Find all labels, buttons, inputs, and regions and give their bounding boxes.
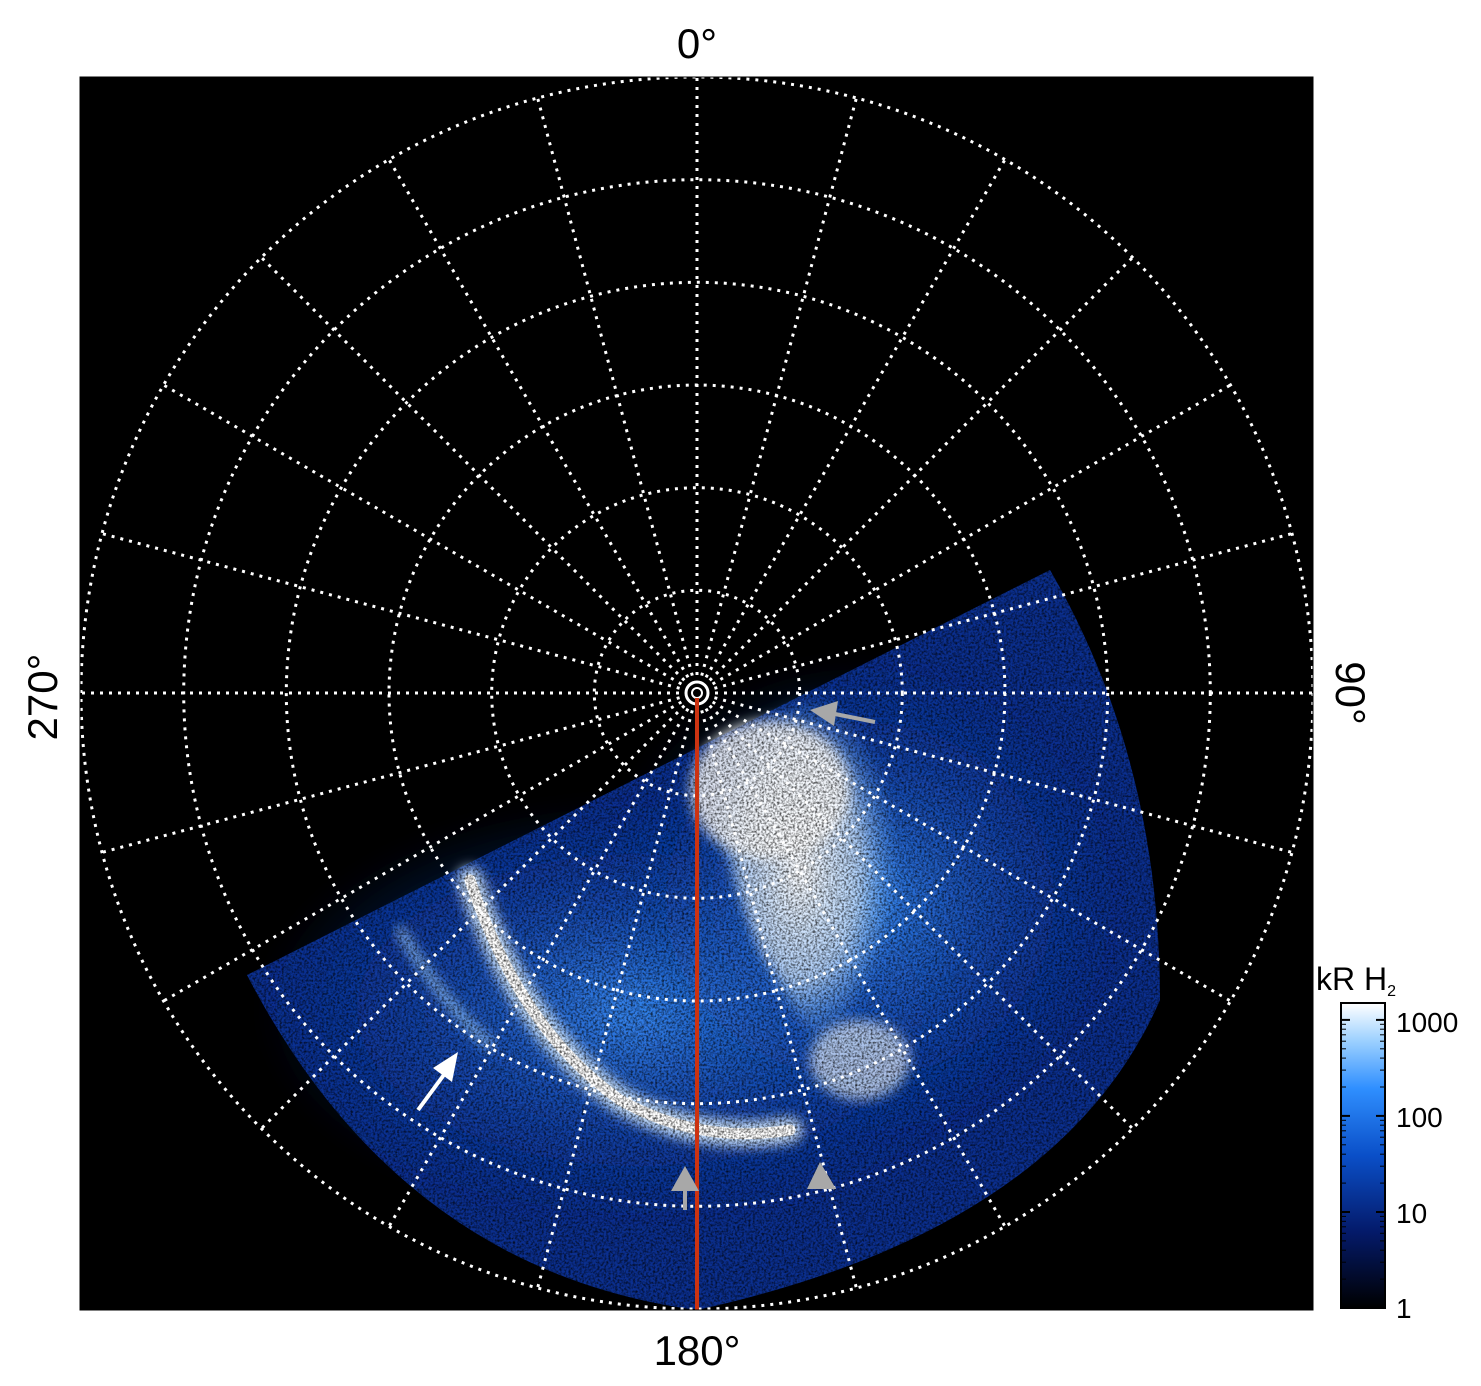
longitude-line	[708, 256, 1134, 682]
longitude-line	[101, 532, 680, 690]
longitude-line	[704, 707, 1007, 1228]
label-top: 0°	[677, 20, 717, 67]
longitude-line	[711, 383, 1232, 686]
label-right: 90°	[1327, 661, 1374, 725]
longitude-line	[101, 696, 680, 854]
colorbar-tick-label: 1000	[1396, 1007, 1458, 1038]
longitude-line	[708, 704, 1134, 1130]
longitude-line	[700, 97, 858, 676]
label-bottom: 180°	[654, 1327, 741, 1374]
longitude-line	[714, 696, 1293, 854]
latitude-ring	[284, 280, 1110, 1106]
longitude-line	[260, 704, 686, 1130]
colorbar-tick-label: 100	[1396, 1102, 1443, 1133]
longitude-line	[387, 158, 690, 679]
longitude-line	[704, 158, 1007, 679]
colorbar-tick-label: 10	[1396, 1198, 1427, 1229]
colorbar-ticks	[1341, 1018, 1385, 1309]
colorbar: kR H2 1000 100 10 1	[1316, 961, 1458, 1324]
aurora-emission-image	[247, 570, 1160, 1309]
longitude-line	[536, 97, 694, 676]
latitude-ring	[592, 588, 802, 798]
colorbar-title: kR H2	[1316, 961, 1396, 1000]
longitude-line	[162, 700, 683, 1003]
arrow-white-icon	[416, 1052, 458, 1112]
longitude-line	[711, 700, 1232, 1003]
colorbar-tick-label: 1	[1396, 1293, 1412, 1324]
arrow-grey-bottom-icon	[671, 1166, 699, 1210]
arrow-grey-right-icon	[807, 1162, 836, 1189]
longitude-line	[536, 710, 694, 1289]
arrow-grey-upper-icon	[810, 701, 876, 726]
latitude-ring	[490, 486, 904, 900]
latitude-ring	[80, 77, 1313, 1310]
plot-frame	[79, 76, 1314, 1311]
label-left: 270°	[19, 654, 66, 741]
longitude-line	[387, 707, 690, 1228]
longitude-line	[700, 710, 858, 1289]
longitude-line	[260, 256, 686, 682]
colorbar-bar	[1340, 1002, 1386, 1309]
longitude-line	[714, 532, 1293, 690]
longitude-line	[162, 383, 683, 686]
polar-grid	[80, 77, 1313, 1310]
